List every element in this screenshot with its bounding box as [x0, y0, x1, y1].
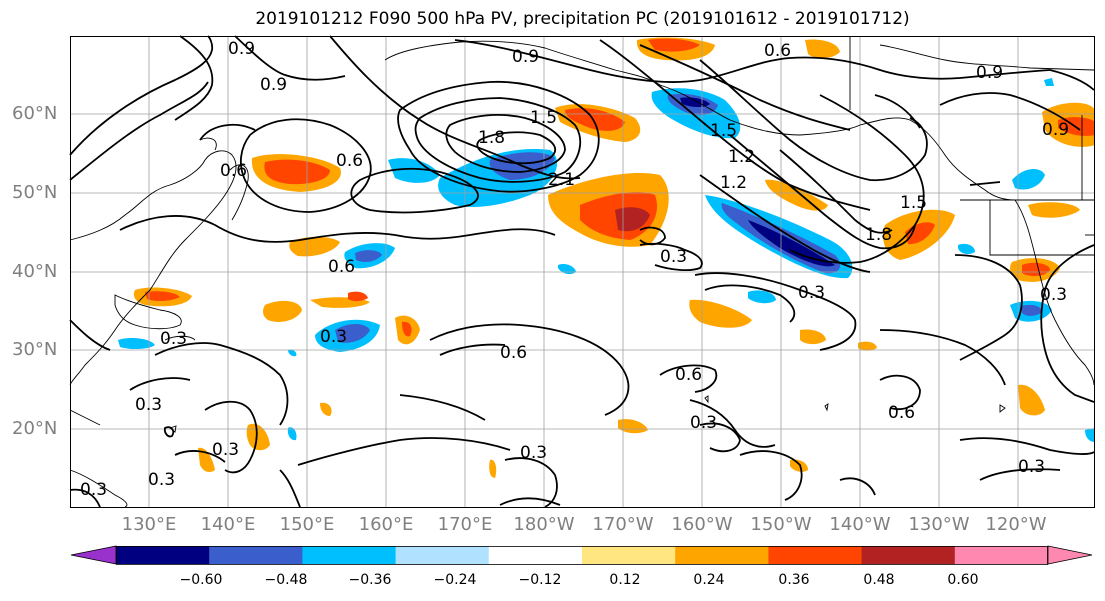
contour-label: 0.3	[690, 413, 717, 433]
colorbar-swatch	[302, 546, 397, 564]
lon-label: 170°E	[437, 514, 493, 535]
contour-label: 0.3	[212, 440, 239, 460]
contour-label: 0.3	[80, 480, 107, 500]
lon-label: 130°W	[908, 514, 970, 535]
colorbar-tick: 0.24	[693, 572, 725, 588]
lat-lon-grid	[70, 36, 1094, 507]
contour-label: 1.8	[865, 225, 892, 245]
lon-label: 160°E	[358, 514, 414, 535]
map-frame	[70, 36, 1095, 508]
contour-label: 1.5	[710, 121, 737, 141]
contour-label: 0.6	[675, 365, 702, 385]
contour-label: 0.6	[328, 257, 355, 277]
lat-label: 50°N	[12, 182, 58, 203]
colorbar-swatch	[861, 546, 956, 564]
contour-label: 0.3	[798, 283, 825, 303]
colorbar-tick: 0.48	[863, 572, 895, 588]
colorbar-tick: −0.36	[348, 572, 392, 588]
colorbar-extend-low	[71, 546, 116, 564]
contour-label: 0.3	[520, 443, 547, 463]
colorbar-swatch	[209, 546, 303, 564]
lat-label: 60°N	[12, 103, 58, 124]
contour-label: 0.3	[660, 247, 687, 267]
contour-label: 0.3	[135, 395, 162, 415]
colorbar-swatch	[582, 546, 676, 564]
contour-label: 1.2	[720, 173, 747, 193]
contour-label: 0.3	[160, 329, 187, 349]
contour-label: 0.3	[1040, 285, 1067, 305]
coastlines	[69, 36, 1095, 508]
colorbar-swatch	[395, 546, 490, 564]
contour-label: 0.3	[320, 327, 347, 347]
lon-label: 170°W	[592, 514, 654, 535]
contour-label: 0.3	[148, 470, 175, 490]
lon-label: 120°W	[985, 514, 1047, 535]
lon-label: 180°W	[513, 514, 575, 535]
colorbar-tick: −0.60	[179, 572, 223, 588]
contour-label: 0.6	[336, 151, 363, 171]
lat-label: 30°N	[12, 339, 58, 360]
lon-label: 150°W	[750, 514, 812, 535]
lon-label: 140°W	[829, 514, 891, 535]
colorbar-swatch	[116, 546, 210, 564]
contour-label: 0.9	[976, 63, 1003, 83]
contour-label: 0.9	[260, 75, 287, 95]
contour-label-group: 0.9 0.9 0.9 0.6 0.9 1.5 1.8 2.1 0.6 0.6 …	[80, 39, 1069, 500]
map-title: 2019101212 F090 500 hPa PV, precipitatio…	[255, 9, 910, 29]
contour-label: 0.6	[764, 41, 791, 61]
lat-label: 20°N	[12, 418, 58, 439]
lon-label: 150°E	[279, 514, 335, 535]
lon-label: 160°W	[671, 514, 733, 535]
contour-label: 0.9	[1042, 120, 1069, 140]
contour-label: 0.6	[500, 343, 527, 363]
contour-label: 0.9	[512, 47, 539, 67]
pv-contours	[69, 35, 1095, 508]
contour-label: 0.6	[888, 403, 915, 423]
colorbar-tick: 0.12	[609, 572, 641, 588]
contour-label: 0.9	[228, 39, 255, 59]
contour-label: 0.3	[1018, 457, 1045, 477]
colorbar-tick: −0.24	[433, 572, 477, 588]
colorbar-tick: 0.60	[947, 572, 979, 588]
colorbar-swatch	[675, 546, 769, 564]
colorbar-swatch	[768, 546, 863, 564]
contour-label: 1.2	[728, 147, 755, 167]
contour-label: 1.8	[478, 128, 505, 148]
colorbar-tick: 0.36	[778, 572, 810, 588]
colorbar-swatches	[71, 546, 1092, 564]
contour-label: 2.1	[548, 170, 575, 190]
colorbar-swatch	[488, 546, 583, 564]
colorbar-tick: −0.48	[264, 572, 308, 588]
lon-label: 130°E	[121, 514, 177, 535]
lat-label: 40°N	[12, 261, 58, 282]
colorbar-extend-high	[1048, 546, 1092, 564]
contour-label: 0.6	[220, 161, 247, 181]
lon-label: 140°E	[200, 514, 256, 535]
contour-label: 1.5	[530, 108, 557, 128]
colorbar-swatch	[954, 546, 1048, 564]
colorbar-tick: −0.12	[518, 572, 562, 588]
map-panel: 0.9 0.9 0.9 0.6 0.9 1.5 1.8 2.1 0.6 0.6 …	[69, 35, 1095, 508]
contour-label: 1.5	[900, 193, 927, 213]
